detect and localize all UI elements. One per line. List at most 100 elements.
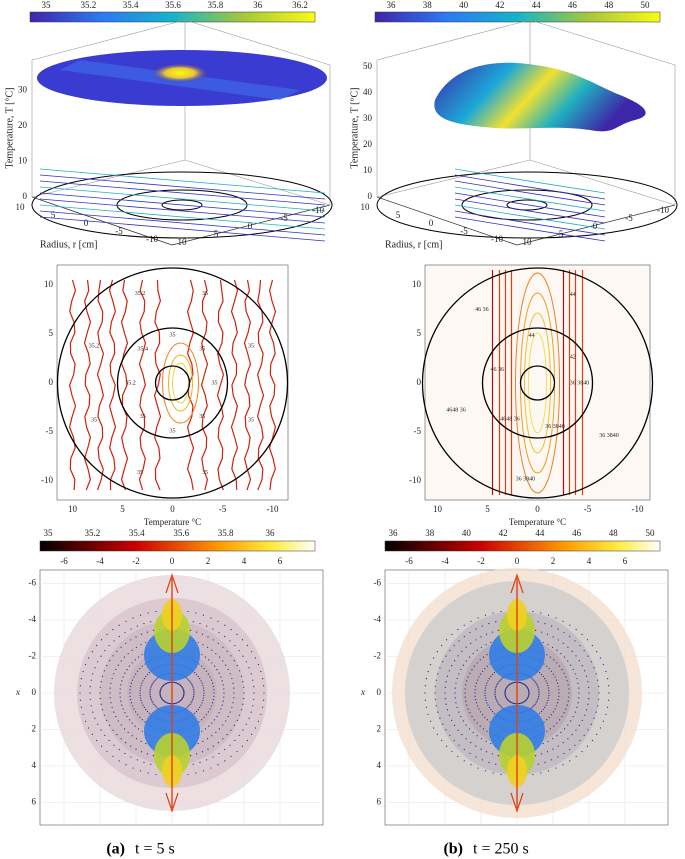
vector-dot [129,689,131,691]
vector-dot [540,710,543,713]
vector-dot [568,696,570,698]
vector-dot [455,682,457,684]
vector-dot [263,699,265,701]
z-axis-label: Temperature, T [°C] [4,88,15,169]
axis-line [184,159,331,206]
vector-dot [575,729,577,731]
vector-dot [140,684,142,687]
x-tick-label: 0 [170,504,175,514]
vector-dot [233,697,235,699]
vector-dot [201,633,204,635]
vector-dot [605,670,607,673]
vector-dot [574,711,576,713]
contour-line [256,279,265,491]
y-tick-label: 0 [49,377,54,387]
vector-dot [484,694,486,697]
vector-dot [159,695,162,697]
vector-dot [488,678,490,680]
vector-dot [607,706,609,708]
vector-dot [481,670,484,672]
vector-dot [532,773,534,776]
vector-dot [212,756,214,758]
vector-dot [585,675,588,677]
vector-dot [139,689,141,692]
vector-dot [449,734,451,736]
x-tick-label: 2 [206,556,211,566]
vector-dot [535,629,537,632]
x-tick-label: 5 [120,504,125,514]
contour-label: 35 [140,414,146,420]
vector-dot [587,703,589,705]
vector-dot [141,654,143,656]
contour-line [138,279,147,491]
vector-dot [448,714,450,716]
z-tick-label: 10 [363,165,373,175]
vector-dot [120,660,122,662]
vector-dot [495,621,497,623]
vector-dot [555,617,557,619]
contour-label: 44 [570,292,576,298]
x-tick-label: 4 [587,556,592,566]
vector-dot [209,676,211,678]
vector-dot [492,612,494,614]
vector-dot [260,713,262,716]
vector-dot [100,681,102,683]
vector-dot [513,681,515,684]
vector-dot [463,635,465,638]
colorbar-tick-label: 38 [425,528,435,538]
vector-dot [555,705,558,707]
y-tick-label: -2 [374,651,382,661]
vector-dot [131,679,134,681]
vector-dot [207,636,209,638]
vector-dot [497,754,499,757]
vector-dot [565,708,567,710]
vector-dot [200,704,202,706]
vector-dot [457,628,459,631]
vector-dot [555,679,558,681]
vector-dot [480,711,482,713]
vector-dot [139,692,141,694]
vector-dot [427,670,429,673]
base-contour [39,198,326,224]
vector-dot [97,661,99,663]
y-tick-label: 5 [49,328,54,338]
vector-dot [446,675,449,677]
vector-dot [127,652,129,655]
vector-dot [475,639,477,641]
vector-dot [229,673,231,675]
vector-dot [456,706,458,709]
vector-dot [223,688,225,690]
vector-dot [80,678,82,680]
vector-dot [562,764,564,766]
vector-dot [140,699,142,702]
vector-dot [246,739,248,742]
vector-dot [519,702,521,705]
x-tick-label: 10 [68,504,78,514]
vector-dot [504,694,506,696]
vector-dot [484,770,487,772]
vector-dot [437,673,439,675]
axis-line [376,19,531,61]
vector-dot [238,734,240,736]
contour-label: 35 [248,343,254,349]
contour-label: 4648 36 [446,408,466,414]
vector-dot [537,621,539,623]
vector-dot [225,720,227,722]
base-circle [506,199,548,211]
vector-dot [150,621,152,623]
vector-dot [445,655,447,657]
vector-dot [129,695,131,697]
z-tick-label: 30 [363,113,373,123]
vector-dot [125,742,127,744]
vector-dot [222,660,224,662]
vector-dot [579,644,581,647]
base-contour [39,174,326,200]
colorbar-tick-label: 35.6 [165,0,181,10]
vector-dot [608,685,610,687]
vector-dot [468,656,471,658]
vector-dot [454,692,456,694]
vector-dot [109,697,111,699]
colorbar-tick-label: 35.4 [123,0,139,10]
z-tick-label: 40 [363,87,373,97]
vector-dot [542,708,544,711]
